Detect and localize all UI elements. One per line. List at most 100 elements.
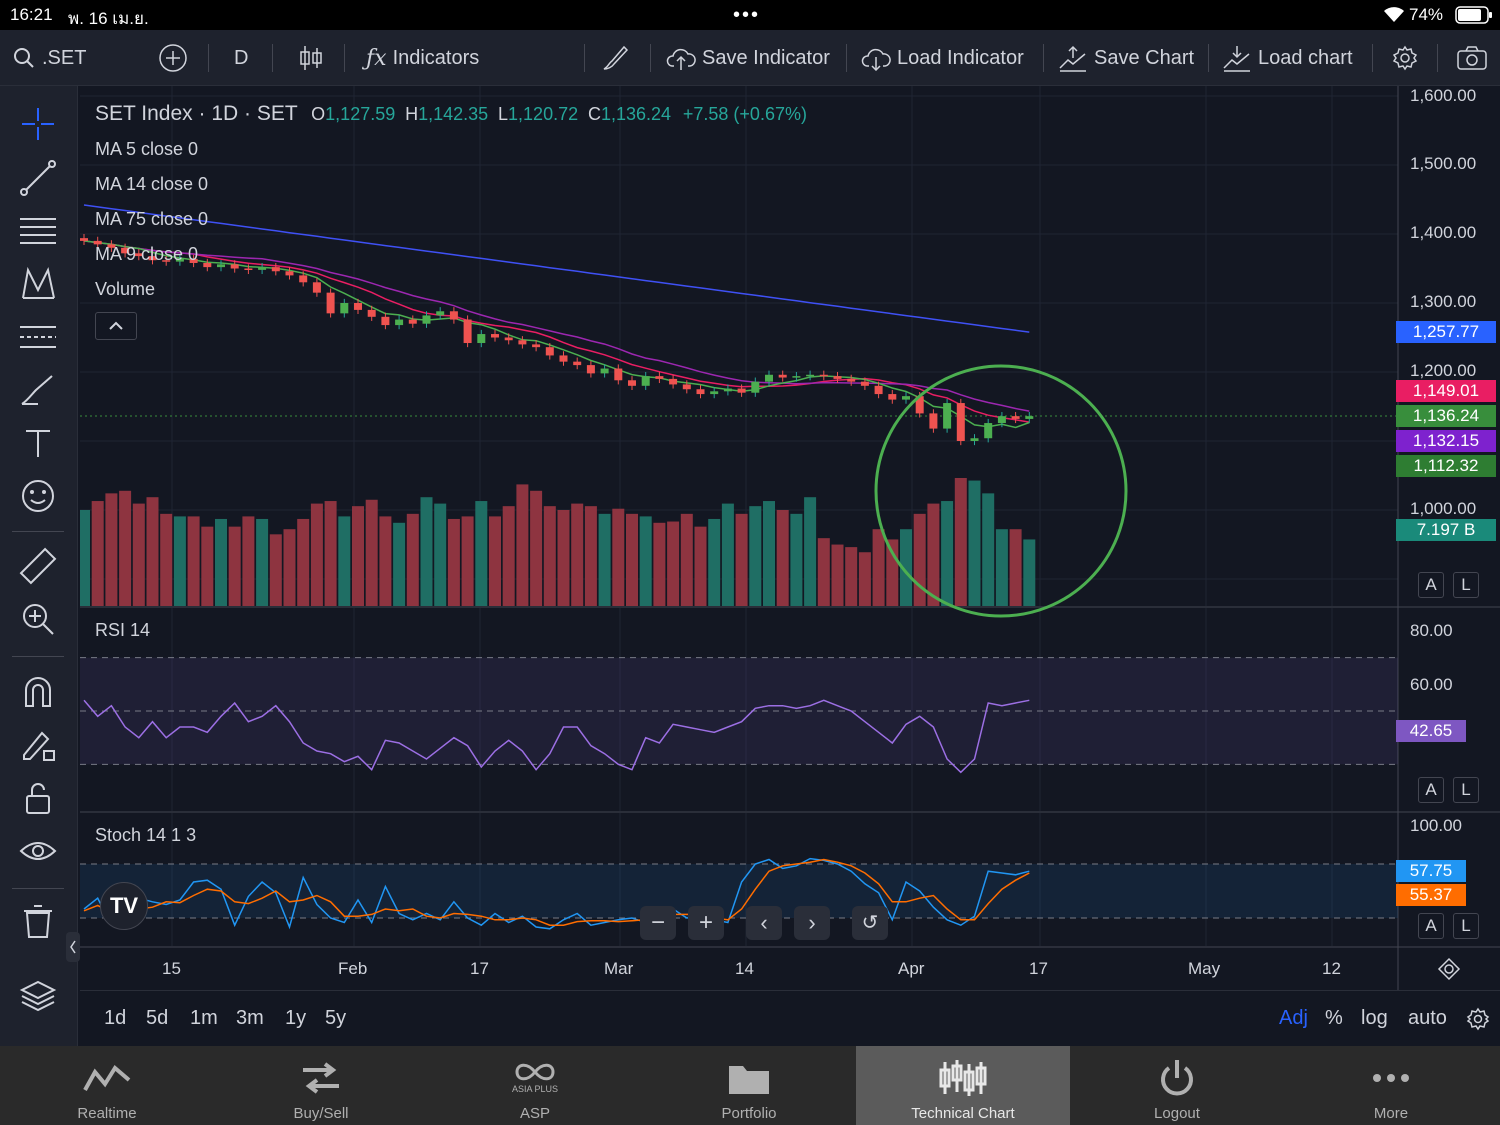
brush-icon [603, 45, 629, 70]
ruler-icon[interactable] [18, 546, 58, 586]
save-indicator-button[interactable]: Save Indicator [666, 30, 830, 86]
volume-bar [639, 516, 652, 606]
layers-icon[interactable] [18, 976, 58, 1016]
price-tick: 1,000.00 [1410, 499, 1477, 518]
rsi-label[interactable]: RSI 14 [95, 620, 151, 640]
rsi-value-badge: 42.65 [1396, 720, 1466, 742]
ma75-price-badge: 1,257.77 [1396, 321, 1496, 343]
candle-body [997, 416, 1006, 424]
magnet-icon[interactable] [18, 672, 58, 712]
range-1y[interactable]: 1y [285, 1007, 307, 1029]
stoch-auto-button[interactable]: A [1418, 913, 1444, 939]
candle-body [258, 267, 267, 270]
fib-retracement-icon[interactable] [18, 211, 58, 251]
candle-body [121, 247, 130, 254]
price-tick: 1,300.00 [1410, 292, 1477, 311]
scroll-right-button[interactable]: › [794, 906, 830, 940]
lock-drawing-icon[interactable] [18, 725, 58, 765]
candle-body [765, 374, 773, 382]
rsi-log-button[interactable]: L [1453, 777, 1479, 803]
auto-toggle[interactable]: auto [1408, 1007, 1447, 1029]
trend-line-icon[interactable] [18, 158, 58, 198]
log-toggle[interactable]: log [1361, 1007, 1388, 1029]
tab-logout[interactable]: Logout [1070, 1046, 1284, 1125]
price-tick: 1,600.00 [1410, 86, 1477, 105]
range-1d[interactable]: 1d [104, 1007, 127, 1029]
indicators-button[interactable]: ƒx Indicators [366, 30, 479, 86]
pattern-icon[interactable] [18, 264, 58, 304]
draw-brush-button[interactable] [600, 30, 630, 86]
study-volume[interactable]: Volume [95, 279, 156, 299]
text-tool-icon[interactable] [18, 423, 58, 463]
rsi-auto-button[interactable]: A [1418, 777, 1444, 803]
reset-chart-button[interactable]: ↺ [852, 906, 888, 940]
study-ma75[interactable]: MA 75 close 0 [95, 209, 209, 229]
volume-bar [721, 503, 734, 606]
chart-canvas[interactable] [80, 86, 1500, 990]
volume-bar [160, 513, 173, 606]
trash-icon[interactable] [18, 901, 58, 941]
crosshair-icon[interactable] [18, 104, 58, 144]
volume-bar [475, 501, 488, 606]
zoom-out-button[interactable]: − [640, 906, 676, 940]
volume-bar [694, 526, 707, 606]
percent-toggle[interactable]: % [1325, 1007, 1343, 1029]
auto-scale-button[interactable]: A [1418, 572, 1444, 598]
log-scale-button[interactable]: L [1453, 572, 1479, 598]
screenshot-button[interactable] [1456, 30, 1488, 86]
tab-portfolio[interactable]: Portfolio [642, 1046, 856, 1125]
tab-buy-sell[interactable]: Buy/Sell [214, 1046, 428, 1125]
power-icon [1161, 1060, 1193, 1096]
volume-bar [845, 547, 858, 606]
load-chart-button[interactable]: Load chart [1222, 30, 1353, 86]
emoji-icon[interactable] [18, 476, 58, 516]
study-ma5[interactable]: MA 5 close 0 [95, 139, 199, 159]
study-ma14[interactable]: MA 14 close 0 [95, 174, 209, 194]
tab-realtime[interactable]: Realtime [0, 1046, 214, 1125]
study-ma9[interactable]: MA 9 close 0 [95, 244, 199, 264]
range-5y[interactable]: 5y [325, 1007, 347, 1029]
add-symbol-button[interactable] [158, 30, 188, 86]
range-settings-gear-icon[interactable] [1466, 1007, 1490, 1031]
load-indicator-button[interactable]: Load Indicator [861, 30, 1024, 86]
collapse-legend-button[interactable] [95, 312, 137, 340]
scroll-left-button[interactable]: ‹ [746, 906, 782, 940]
range-3m[interactable]: 3m [236, 1007, 264, 1029]
volume-bar [790, 513, 803, 606]
adj-toggle[interactable]: Adj [1279, 1007, 1308, 1029]
tab-technical-chart[interactable]: Technical Chart [856, 1046, 1070, 1125]
time-axis-settings-icon[interactable] [1437, 957, 1461, 981]
eye-icon[interactable] [18, 831, 58, 871]
candle-body [573, 361, 582, 366]
zoom-in-icon[interactable] [18, 599, 58, 639]
volume-bar [187, 516, 200, 606]
save-chart-button[interactable]: Save Chart [1058, 30, 1194, 86]
volume-bar [105, 493, 118, 606]
status-bar: 16:21 พ. 16 เม.ย. ••• 74% [0, 0, 1500, 30]
volume-bar [776, 510, 789, 606]
stoch-label[interactable]: Stoch 14 1 3 [95, 825, 197, 845]
tab-more[interactable]: More [1284, 1046, 1498, 1125]
interval-button[interactable]: D [234, 30, 248, 86]
chart-type-button[interactable] [298, 30, 324, 86]
legend-change: +7.58 (+0.67%) [682, 104, 807, 124]
zoom-in-button[interactable]: + [688, 906, 724, 940]
tradingview-logo[interactable]: TV [100, 882, 148, 930]
chart-legend: SET Index · 1D · SET O1,127.59 H1,142.35… [95, 102, 807, 126]
unlock-icon[interactable] [18, 778, 58, 818]
candle-body [915, 396, 924, 414]
range-1m[interactable]: 1m [190, 1007, 218, 1029]
symbol-search[interactable]: .SET [12, 30, 86, 86]
price-tick: 1,200.00 [1410, 361, 1477, 380]
forecast-icon[interactable] [18, 317, 58, 357]
collapse-toolbar-chevron-icon[interactable] [66, 932, 80, 962]
candle-body [504, 337, 513, 341]
stoch-log-button[interactable]: L [1453, 913, 1479, 939]
range-5d[interactable]: 5d [146, 1007, 169, 1029]
multitask-dots-icon[interactable]: ••• [733, 4, 761, 26]
brush-tool-icon[interactable] [18, 370, 58, 410]
volume-bar [543, 506, 556, 606]
settings-button[interactable] [1391, 30, 1419, 86]
rsi-tick: 60.00 [1410, 675, 1453, 694]
tab-asp[interactable]: ASIA PLUS ASP [428, 1046, 642, 1125]
